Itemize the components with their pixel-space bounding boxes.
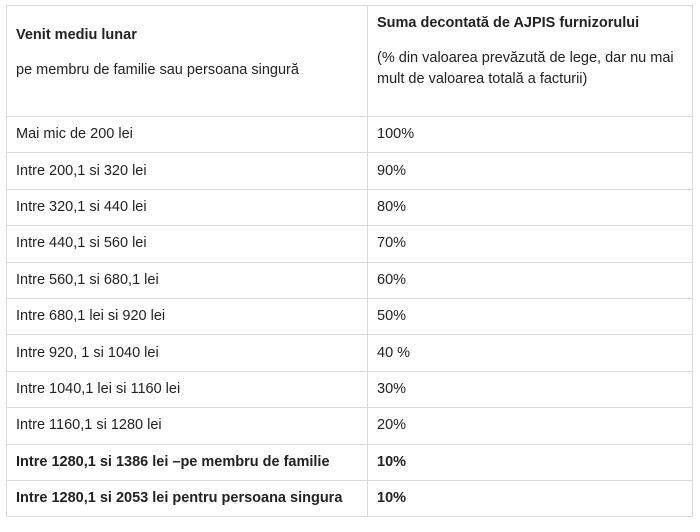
- income-cell: Intre 440,1 si 560 lei: [6, 225, 368, 263]
- table-row: Intre 200,1 si 320 lei 90%: [6, 152, 693, 190]
- income-cell: Intre 200,1 si 320 lei: [6, 152, 368, 190]
- table-row: Intre 1280,1 si 1386 lei –pe membru de f…: [6, 443, 693, 481]
- percent-cell: 90%: [367, 152, 693, 190]
- table-row: Intre 920, 1 si 1040 lei 40 %: [6, 334, 693, 372]
- table-row: Intre 560,1 si 680,1 lei 60%: [6, 261, 693, 299]
- table-header-row: Venit mediu lunar pe membru de familie s…: [6, 5, 693, 117]
- income-cell: Intre 1280,1 si 1386 lei –pe membru de f…: [6, 443, 368, 481]
- table-row: Intre 1280,1 si 2053 lei pentru persoana…: [6, 479, 693, 518]
- percent-cell: 50%: [367, 297, 693, 336]
- percent-cell: 30%: [367, 370, 693, 409]
- table-row: Mai mic de 200 lei 100%: [6, 115, 693, 154]
- table-row: Intre 1040,1 lei si 1160 lei 30%: [6, 370, 693, 409]
- percent-cell: 80%: [367, 188, 693, 227]
- income-cell: Intre 1160,1 si 1280 lei: [6, 407, 368, 445]
- income-cell: Mai mic de 200 lei: [6, 115, 368, 154]
- header-amount-subtitle: (% din valoarea prevăzută de lege, dar n…: [377, 50, 674, 87]
- income-cell: Intre 680,1 lei si 920 lei: [6, 297, 368, 336]
- table-row: Intre 1160,1 si 1280 lei 20%: [6, 407, 693, 445]
- percent-cell: 60%: [367, 261, 693, 299]
- income-cell: Intre 1040,1 lei si 1160 lei: [6, 370, 368, 409]
- percent-cell: 10%: [367, 443, 693, 481]
- income-cell: Intre 560,1 si 680,1 lei: [6, 261, 368, 299]
- percent-cell: 40 %: [367, 334, 693, 372]
- percent-cell: 70%: [367, 225, 693, 263]
- table-row: Intre 440,1 si 560 lei 70%: [6, 225, 693, 263]
- income-cell: Intre 1280,1 si 2053 lei pentru persoana…: [6, 479, 368, 518]
- header-cell-income: Venit mediu lunar pe membru de familie s…: [6, 5, 368, 117]
- percent-cell: 20%: [367, 407, 693, 445]
- percent-cell: 10%: [367, 479, 693, 518]
- income-cell: Intre 920, 1 si 1040 lei: [6, 334, 368, 372]
- income-cell: Intre 320,1 si 440 lei: [6, 188, 368, 227]
- reimbursement-table: Venit mediu lunar pe membru de familie s…: [6, 5, 693, 518]
- header-amount-title: Suma decontată de AJPIS furnizorului: [377, 15, 640, 31]
- table-row: Intre 680,1 lei si 920 lei 50%: [6, 297, 693, 336]
- table-container: Venit mediu lunar pe membru de familie s…: [6, 5, 693, 518]
- header-cell-amount: Suma decontată de AJPIS furnizorului (% …: [367, 5, 693, 117]
- percent-cell: 100%: [367, 115, 693, 154]
- header-income-title: Venit mediu lunar: [16, 27, 137, 43]
- header-income-subtitle: pe membru de familie sau persoana singur…: [16, 62, 299, 78]
- table-row: Intre 320,1 si 440 lei 80%: [6, 188, 693, 227]
